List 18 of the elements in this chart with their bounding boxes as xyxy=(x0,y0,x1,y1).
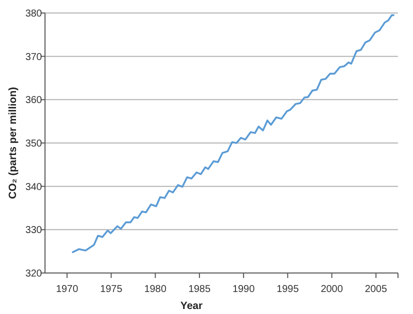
y-tick-label: 380 xyxy=(25,8,42,20)
y-axis-title: CO₂ (parts per million) xyxy=(7,86,19,200)
x-tick-label: 1985 xyxy=(188,284,211,295)
line-series xyxy=(72,14,394,254)
y-tick-label: 360 xyxy=(25,95,42,106)
x-tick-label: 1990 xyxy=(232,284,256,295)
x-tick-label: 1980 xyxy=(144,284,167,295)
x-axis-title: Year xyxy=(180,300,203,312)
x-tick-label: 2005 xyxy=(364,284,388,295)
x-tick-label: 2000 xyxy=(320,284,344,295)
y-tick-label: 350 xyxy=(25,138,42,150)
x-tick-label: 1970 xyxy=(56,284,79,295)
y-tick-label: 340 xyxy=(25,182,42,193)
y-tick-label: 370 xyxy=(25,52,42,63)
y-tick-label: 330 xyxy=(25,225,42,236)
x-tick-label: 1975 xyxy=(100,284,123,295)
x-tick-label: 1995 xyxy=(276,284,300,295)
y-tick-label: 320 xyxy=(25,268,42,280)
